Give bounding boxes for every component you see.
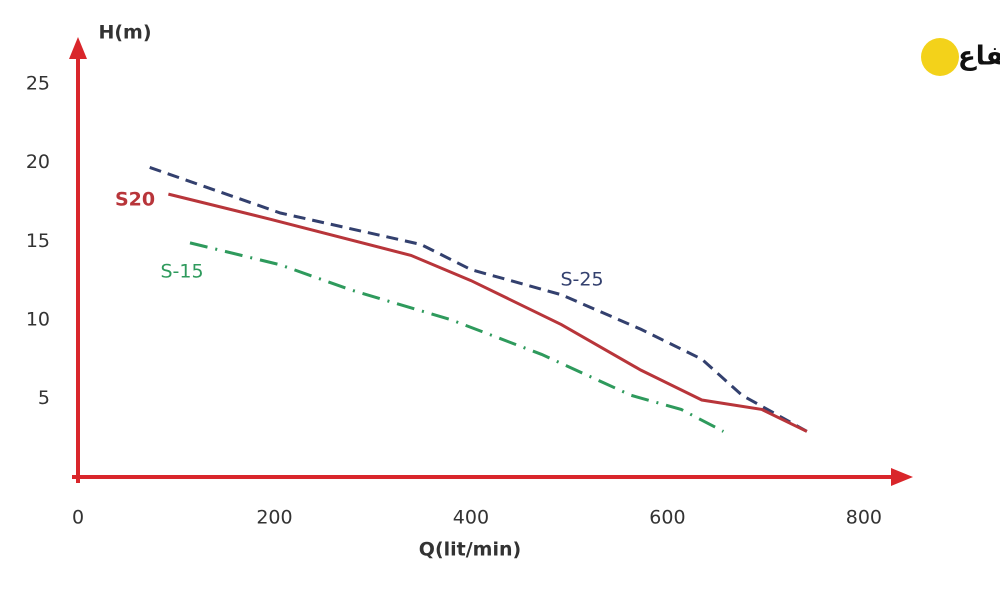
x-tick-label: 800: [846, 507, 882, 529]
y-tick-label: 5: [38, 387, 50, 409]
x-tick-label: 0: [72, 507, 84, 529]
y-tick-label: 25: [26, 73, 50, 95]
x-tick-label: 200: [256, 507, 292, 529]
x-tick-label: 400: [453, 507, 489, 529]
x-tick-label: 600: [649, 507, 685, 529]
series-label: S-15: [160, 261, 203, 283]
x-axis-arrow: [891, 468, 913, 486]
y-axis-arrow: [69, 37, 87, 59]
y-tick-label: 15: [26, 230, 50, 252]
title-badge: [921, 38, 959, 76]
series-label: S-25: [560, 269, 603, 291]
series-line: [149, 166, 808, 433]
x-axis-title: Q(lit/min): [419, 539, 521, 561]
y-tick-label: 10: [26, 308, 50, 330]
y-axis-title: H(m): [98, 22, 151, 44]
series-line: [168, 192, 808, 433]
series-line: [189, 241, 725, 433]
series-label: S20: [115, 189, 155, 211]
chart-title: منحنی میزان آبدهی - ارتفاع: [958, 40, 1000, 72]
y-tick-label: 20: [26, 151, 50, 173]
